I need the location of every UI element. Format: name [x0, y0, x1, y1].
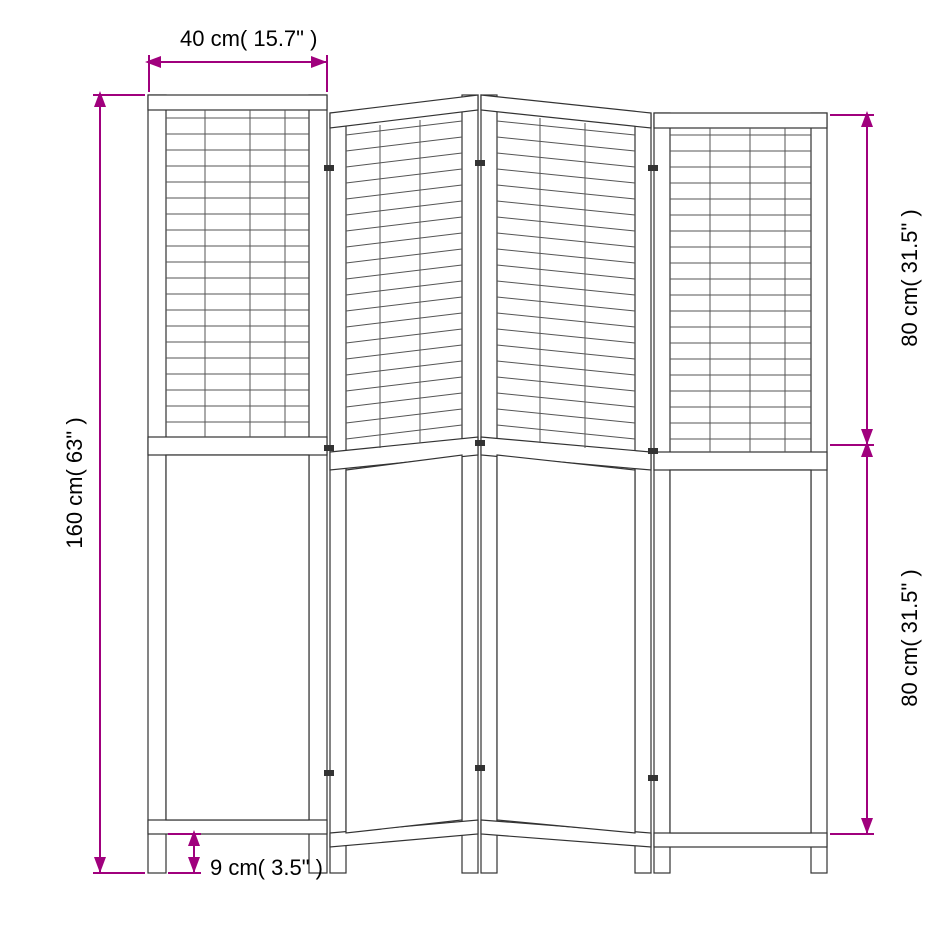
dim-foot-height: 9 cm( 3.5" ): [210, 855, 323, 881]
diagram-svg: [0, 0, 947, 947]
diagram-container: 40 cm( 15.7" ) 160 cm( 63" ) 80 cm( 31.5…: [0, 0, 947, 947]
dim-height-total: 160 cm( 63" ): [62, 408, 88, 558]
dim-height-lower: 80 cm( 31.5" ): [897, 563, 923, 713]
dim-width-panel: 40 cm( 15.7" ): [180, 26, 317, 52]
dim-height-upper: 80 cm( 31.5" ): [897, 203, 923, 353]
product-outline: [148, 95, 827, 873]
